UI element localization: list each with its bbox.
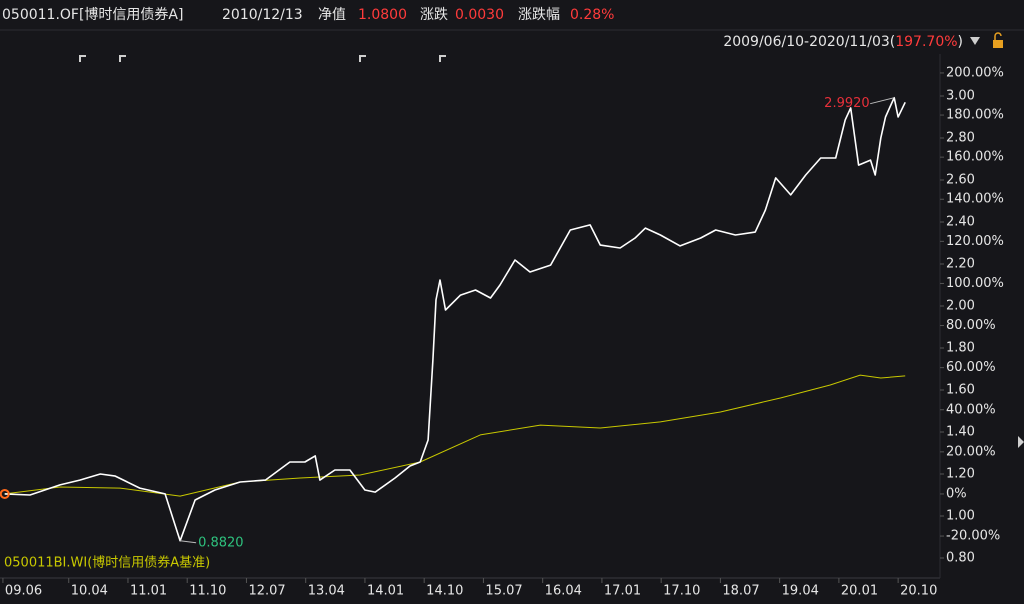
y2-tick-label: -20.00% [946,529,1000,544]
x-tick-label: 14.10 [426,584,463,599]
x-tick-label: 13.04 [308,584,345,599]
y-tick-label: 0.80 [946,551,975,566]
x-tick-label: 20.10 [900,584,937,599]
y-tick-label: 1.40 [946,425,975,440]
y2-tick-label: 60.00% [946,360,996,375]
y2-tick-label: 120.00% [946,234,1004,249]
change-value: 0.0030 [455,7,504,23]
x-tick-label: 11.10 [189,584,226,599]
y-tick-label: 1.20 [946,467,975,482]
x-tick-label: 15.07 [485,584,522,599]
lock-shackle [994,32,1002,40]
range-close: ) [958,34,963,50]
x-tick-label: 14.01 [367,584,404,599]
x-tick-label: 20.01 [841,584,878,599]
annotation-arrow [180,540,197,544]
y2-tick-label: 100.00% [946,276,1004,291]
scroll-arrow[interactable] [1018,436,1024,448]
y2-tick-label: 20.00% [946,444,996,459]
x-tick-label: 18.07 [722,584,759,599]
nav-label: 净值 [318,7,346,23]
y-tick-label: 1.80 [946,341,975,356]
x-tick-label: 09.06 [5,584,42,599]
y2-tick-label: 160.00% [946,150,1004,165]
pct-value: 0.28% [570,7,614,23]
y-tick-label: 3.00 [946,89,975,104]
y-tick-label: 1.60 [946,383,975,398]
lock-body [993,40,1003,48]
header-date: 2010/12/13 [222,7,303,23]
y2-tick-label: 140.00% [946,192,1004,207]
y2-tick-label: 180.00% [946,108,1004,123]
event-markers [79,55,446,62]
legend-benchmark: 050011BI.WI(博时信用债券A基准) [4,555,210,571]
start-marker [0,488,10,499]
x-tick-label: 16.04 [545,584,582,599]
range: 2009/06/10-2020/11/03(197.70%) [723,34,963,50]
x-tick-label: 17.10 [663,584,700,599]
y2-tick-label: 200.00% [946,65,1004,80]
annotation: 2.9920 [824,96,870,111]
series-line [4,96,906,542]
fund-name: 050011.OF[博时信用债券A] [2,6,183,23]
x-tick-label: 10.04 [71,584,108,599]
y2-tick-label: 40.00% [946,402,996,417]
y2-tick-label: 0% [946,486,967,501]
dropdown-icon[interactable] [970,37,980,45]
y-tick-label: 2.00 [946,299,975,314]
x-tick-label: 11.01 [130,584,167,599]
series-line [4,374,906,497]
change-label: 涨跌 [420,7,448,23]
x-tick-label: 17.01 [604,584,641,599]
lock-icon[interactable] [993,32,1003,48]
y-tick-label: 2.40 [946,215,975,230]
y-tick-label: 2.60 [946,173,975,188]
annotation-arrow [870,97,895,105]
x-tick-label: 12.07 [248,584,285,599]
range-change: 197.70% [895,34,957,50]
y-tick-label: 2.20 [946,257,975,272]
nav-value: 1.0800 [358,7,407,23]
annotation: 0.8820 [198,535,244,550]
y-tick-label: 1.00 [946,509,975,524]
y-tick-label: 2.80 [946,131,975,146]
y2-tick-label: 80.00% [946,318,996,333]
x-tick-label: 19.04 [782,584,819,599]
range-text: 2009/06/10-2020/11/03( [723,34,895,50]
pct-label: 涨跌幅 [518,7,560,23]
